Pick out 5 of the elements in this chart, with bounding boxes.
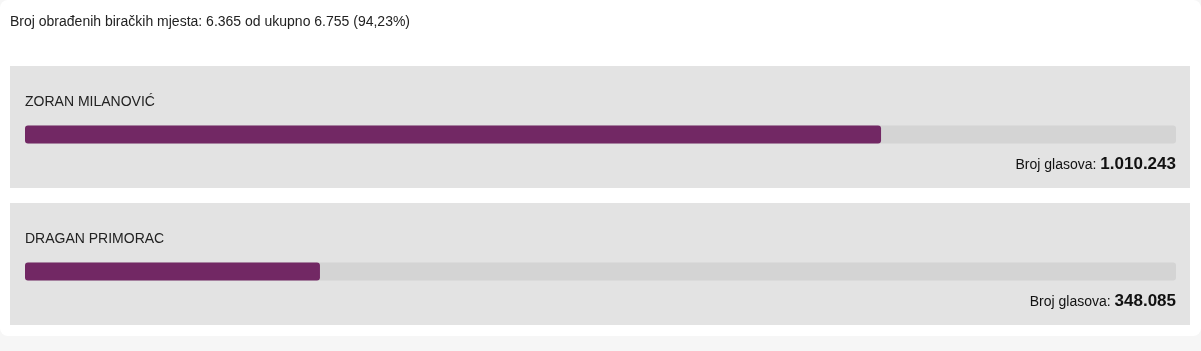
chart-title: Broj obrađenih biračkih mjesta: 6.365 od ukupno 6.755 (94,23%) bbox=[10, 13, 411, 29]
y-tick-label: ZORAN MILANOVIĆ bbox=[25, 92, 155, 109]
data-label: Broj glasova: 1.010.243 bbox=[1015, 153, 1176, 173]
y-tick-label: DRAGAN PRIMORAC bbox=[25, 229, 165, 246]
data-label: Broj glasova: 348.085 bbox=[1029, 290, 1176, 310]
